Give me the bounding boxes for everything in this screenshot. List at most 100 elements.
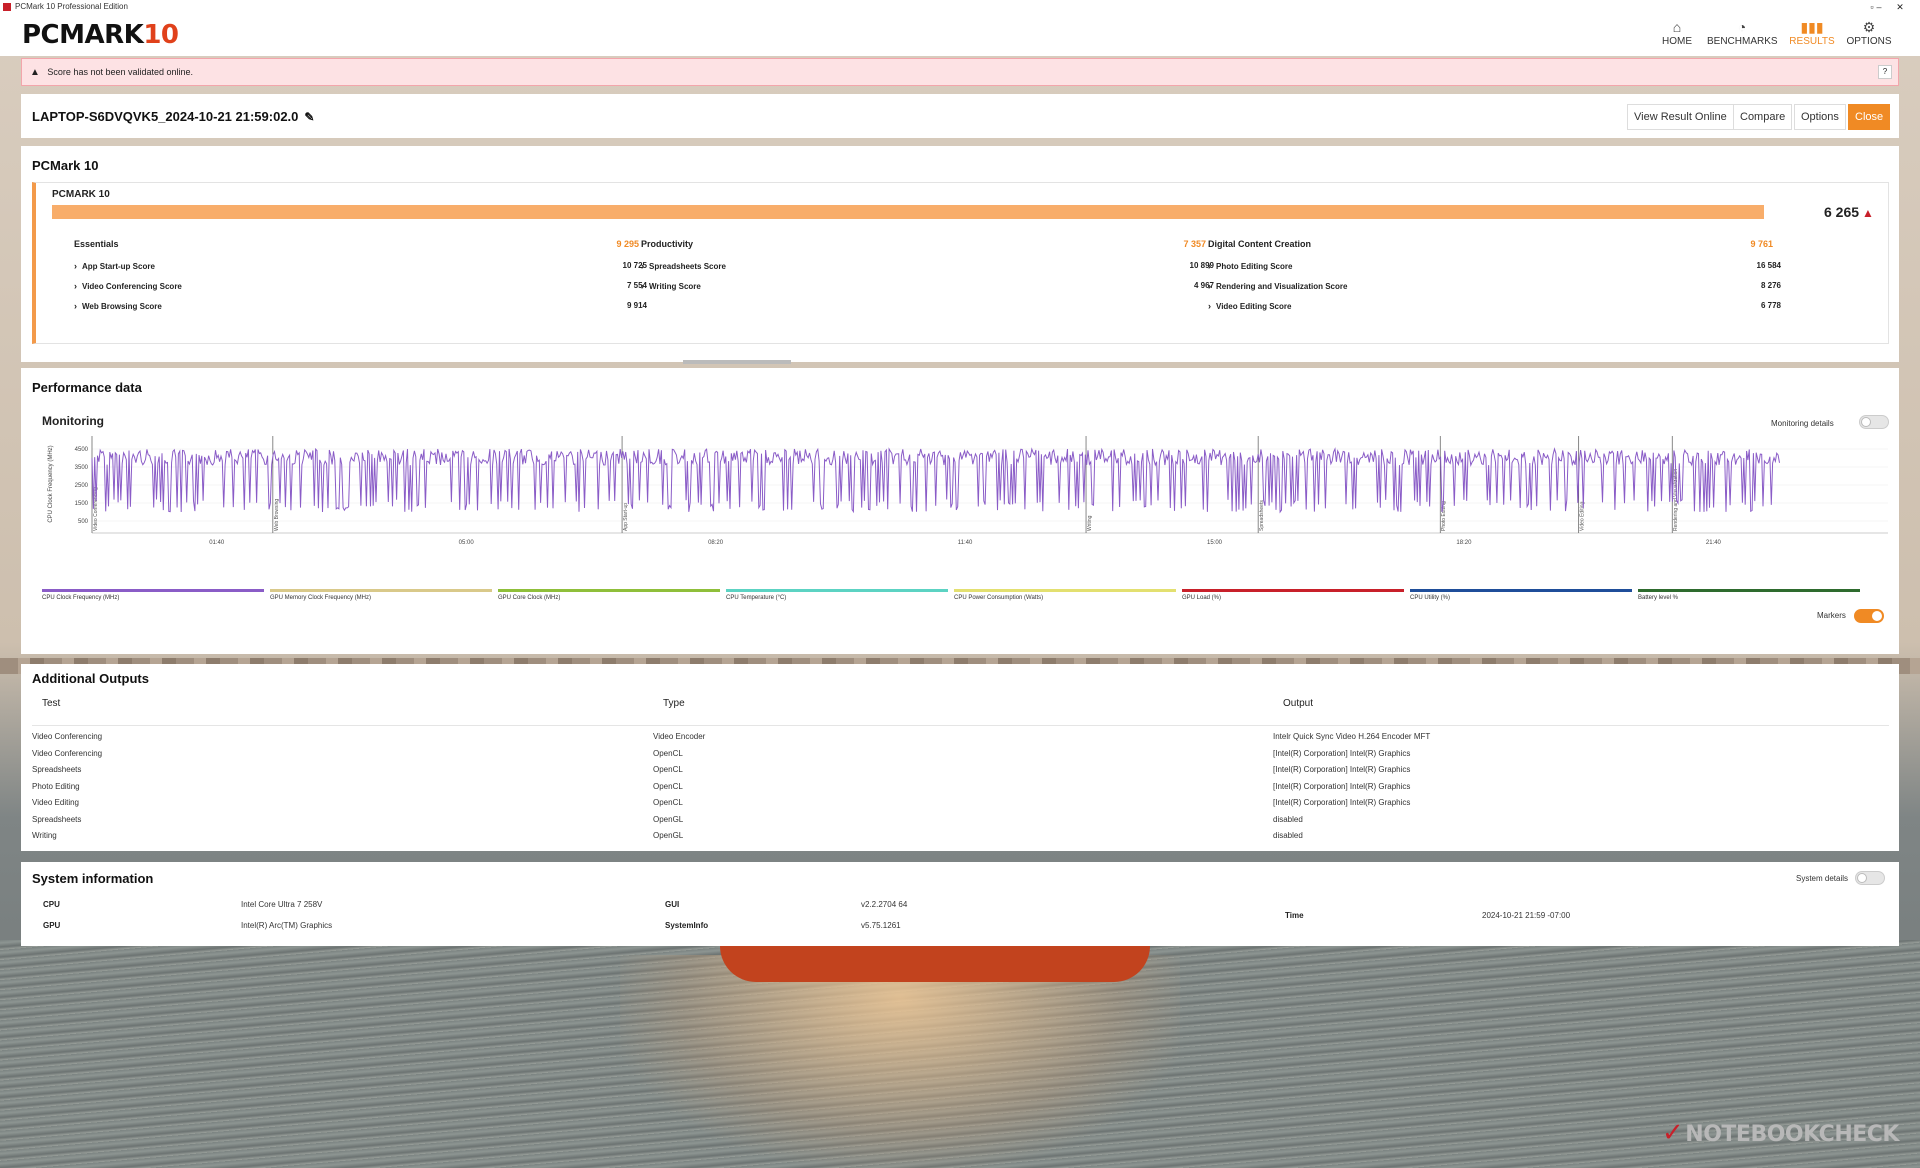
legend-label: GPU Load (%) bbox=[1182, 595, 1222, 601]
legend-color-bar bbox=[498, 589, 720, 592]
sysinfo-value-gpu: Intel(R) Arc(TM) Graphics bbox=[241, 921, 333, 930]
sub-score-row[interactable]: › Video Editing Score 6 778 bbox=[1208, 301, 1781, 311]
score-section-title: PCMark 10 bbox=[32, 158, 99, 173]
warning-icon: ▲ bbox=[30, 67, 40, 78]
legend-label: Battery level % bbox=[1638, 595, 1679, 601]
warning-triangle-icon: ▲ bbox=[1862, 206, 1874, 220]
y-tick-label: 1500 bbox=[75, 501, 89, 507]
marker-label: Web Browsing bbox=[274, 499, 280, 531]
sub-score-row[interactable]: › Rendering and Visualization Score 8 276 bbox=[1208, 281, 1781, 291]
sub-score-row[interactable]: › Spreadsheets Score 10 899 bbox=[641, 261, 1214, 271]
background-sun-glow bbox=[620, 955, 1180, 1168]
marker-label: Video Editing bbox=[1580, 501, 1586, 531]
y-tick-label: 3500 bbox=[75, 465, 89, 471]
restore-icon[interactable]: ▫ bbox=[1870, 2, 1874, 12]
sysinfo-value-gui: v2.2.2704 64 bbox=[861, 900, 908, 909]
result-bar: LAPTOP-S6DVQVK5_2024-10-21 21:59:02.0 ✎ V… bbox=[21, 94, 1899, 138]
performance-section-title: Performance data bbox=[32, 380, 142, 395]
close-window-icon[interactable]: ✕ bbox=[1896, 2, 1904, 12]
background-ship bbox=[720, 946, 1150, 982]
cell-output: [Intel(R) Corporation] Intel(R) Graphics bbox=[1273, 748, 1411, 758]
help-button[interactable]: ? bbox=[1878, 65, 1892, 79]
legend-color-bar bbox=[42, 589, 264, 592]
legend-item[interactable]: CPU Power Consumption (Watts) bbox=[954, 589, 1176, 601]
legend-color-bar bbox=[726, 589, 948, 592]
legend-label: GPU Memory Clock Frequency (MHz) bbox=[270, 595, 372, 601]
cell-type: Video Encoder bbox=[653, 732, 706, 741]
benchmarks-icon: ◔ bbox=[1737, 19, 1747, 35]
window-title: PCMark 10 Professional Edition bbox=[15, 2, 128, 11]
sub-score-row[interactable]: › App Start-up Score 10 725 bbox=[74, 261, 647, 271]
cell-type: OpenCL bbox=[653, 798, 683, 807]
sub-score-row[interactable]: › Writing Score 4 967 bbox=[641, 281, 1214, 291]
additional-outputs-panel: Additional Outputs Test Type Output Vide… bbox=[21, 664, 1899, 851]
x-tick-label: 05:00 bbox=[459, 540, 475, 546]
cell-test: Spreadsheets bbox=[32, 765, 82, 774]
chevron-right-icon: › bbox=[1208, 301, 1211, 311]
column-header-output: Output bbox=[1283, 698, 1314, 709]
x-tick-label: 18:20 bbox=[1456, 540, 1472, 546]
legend-label: CPU Clock Frequency (MHz) bbox=[42, 595, 120, 601]
legend-item[interactable]: CPU Clock Frequency (MHz) bbox=[42, 589, 264, 601]
sub-score-row[interactable]: › Video Conferencing Score 7 554 bbox=[74, 281, 647, 291]
close-button[interactable]: Close bbox=[1848, 104, 1891, 130]
cell-test: Video Editing bbox=[32, 798, 79, 807]
minimize-icon[interactable]: – bbox=[1876, 2, 1882, 12]
app-icon bbox=[3, 3, 11, 11]
nav-benchmarks[interactable]: ◔ BENCHMARKS bbox=[1707, 19, 1778, 47]
gear-icon: ⚙ bbox=[1862, 19, 1876, 35]
legend-color-bar bbox=[1410, 589, 1632, 592]
legend-item[interactable]: GPU Load (%) bbox=[1182, 589, 1404, 601]
cell-test: Photo Editing bbox=[32, 781, 80, 791]
notebookcheck-watermark: ✓NOTEBOOKCHECK bbox=[1662, 1118, 1899, 1148]
options-button[interactable]: Options bbox=[1794, 104, 1846, 130]
sub-score-row[interactable]: › Photo Editing Score 16 584 bbox=[1208, 261, 1781, 271]
cell-type: OpenCL bbox=[653, 748, 683, 758]
edit-pencil-icon[interactable]: ✎ bbox=[304, 110, 315, 124]
monitoring-details-label: Monitoring details bbox=[1771, 419, 1834, 428]
table-row: Spreadsheets OpenGL disabled bbox=[32, 815, 1889, 832]
nav-results[interactable]: ▮▮▮ RESULTS bbox=[1777, 18, 1847, 47]
legend-item[interactable]: GPU Memory Clock Frequency (MHz) bbox=[270, 589, 492, 601]
performance-panel: Performance data Monitoring Monitoring d… bbox=[21, 368, 1899, 654]
cell-test: Spreadsheets bbox=[32, 814, 82, 824]
pcmark-logo: PCMARK10 bbox=[22, 20, 179, 50]
legend-color-bar bbox=[1182, 589, 1404, 592]
legend-item[interactable]: Battery level % bbox=[1638, 589, 1860, 601]
total-score: 6 265 ▲ bbox=[1824, 204, 1874, 220]
compare-button[interactable]: Compare bbox=[1733, 104, 1793, 130]
marker-label: Video Conferencing bbox=[93, 487, 99, 531]
cell-test: Video Conferencing bbox=[32, 732, 103, 741]
result-name: LAPTOP-S6DVQVK5_2024-10-21 21:59:02.0 ✎ bbox=[32, 109, 315, 124]
cpu-clock-series-line bbox=[91, 447, 1780, 514]
checkmark-icon: ✓ bbox=[1662, 1118, 1684, 1148]
legend-item[interactable]: GPU Core Clock (MHz) bbox=[498, 589, 720, 601]
x-tick-label: 08:20 bbox=[708, 540, 724, 546]
nav-options[interactable]: ⚙ OPTIONS bbox=[1834, 18, 1904, 47]
cell-output: disabled bbox=[1273, 814, 1303, 824]
chevron-right-icon: › bbox=[74, 261, 77, 271]
cell-type: OpenCL bbox=[653, 765, 683, 774]
x-tick-label: 01:40 bbox=[209, 540, 225, 546]
legend-color-bar bbox=[954, 589, 1176, 592]
legend-item[interactable]: CPU Temperature (°C) bbox=[726, 589, 948, 601]
marker-label: App Start-up bbox=[623, 503, 629, 531]
legend-color-bar bbox=[270, 589, 492, 592]
monitoring-details-toggle[interactable] bbox=[1859, 415, 1889, 429]
view-result-online-button[interactable]: View Result Online bbox=[1627, 104, 1734, 130]
nav-home[interactable]: ⌂ HOME bbox=[1642, 18, 1712, 47]
markers-toggle[interactable] bbox=[1854, 609, 1884, 623]
legend-item[interactable]: CPU Utility (%) bbox=[1410, 589, 1632, 601]
results-icon: ▮▮▮ bbox=[1800, 19, 1824, 35]
monitoring-title: Monitoring bbox=[42, 414, 104, 428]
chevron-right-icon: › bbox=[74, 281, 77, 291]
marker-label: Photo Editing bbox=[1441, 501, 1447, 531]
table-divider bbox=[32, 725, 1889, 726]
sysinfo-value-cpu: Intel Core Ultra 7 258V bbox=[241, 900, 323, 909]
horizontal-scroll-indicator[interactable] bbox=[683, 360, 791, 364]
sub-score-row[interactable]: › Web Browsing Score 9 914 bbox=[74, 301, 647, 311]
cell-output: [Intel(R) Corporation] Intel(R) Graphics bbox=[1273, 798, 1411, 807]
monitoring-chart: Video Conferencing Web Browsing App Start-… bbox=[48, 436, 1888, 546]
y-tick-label: 500 bbox=[78, 519, 89, 525]
system-details-toggle[interactable] bbox=[1855, 871, 1885, 885]
